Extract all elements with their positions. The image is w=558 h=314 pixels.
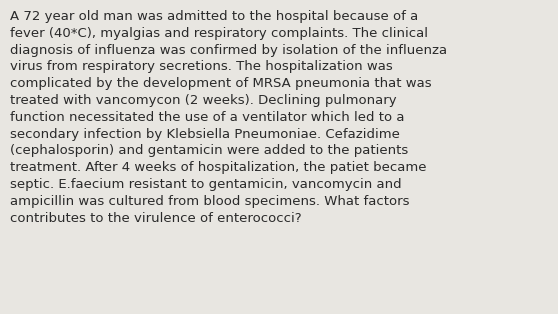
Text: A 72 year old man was admitted to the hospital because of a
fever (40*C), myalgi: A 72 year old man was admitted to the ho… (10, 10, 447, 225)
